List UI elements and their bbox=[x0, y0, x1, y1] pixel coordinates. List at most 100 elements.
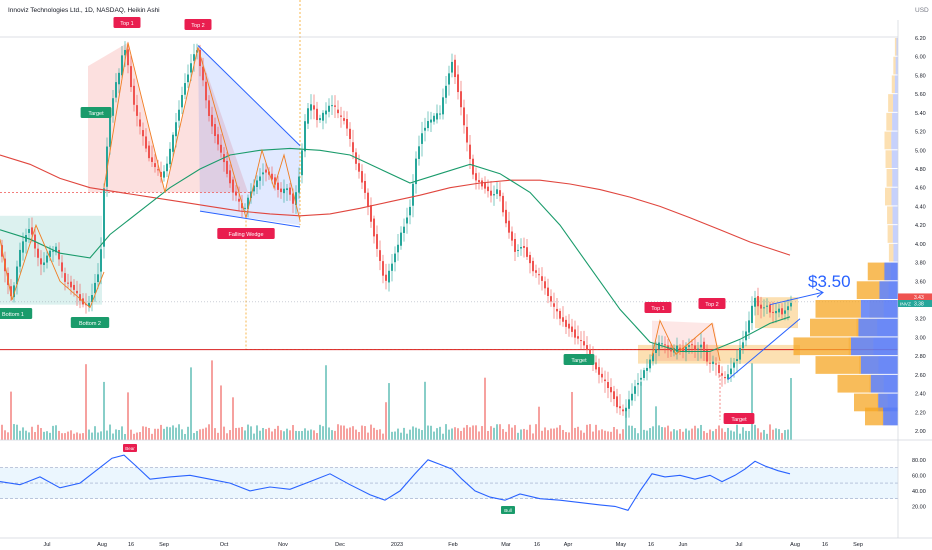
candle-body bbox=[247, 197, 249, 209]
wedge-lower bbox=[199, 210, 301, 228]
volume-bar bbox=[97, 432, 99, 440]
candle-body bbox=[769, 304, 771, 313]
candle-body bbox=[106, 146, 108, 187]
candle-body bbox=[217, 134, 219, 145]
volume-bar bbox=[493, 427, 495, 440]
candle-body bbox=[652, 353, 654, 362]
candle-body bbox=[85, 304, 87, 306]
volume-bar bbox=[151, 433, 153, 440]
candle-body bbox=[439, 113, 441, 115]
volume-bar bbox=[220, 385, 222, 440]
candle-body bbox=[73, 284, 75, 290]
volume-bar bbox=[100, 431, 102, 440]
volume-bar bbox=[715, 428, 717, 440]
candle-body bbox=[133, 85, 135, 105]
candle-body bbox=[472, 158, 474, 175]
price-badge-text: 3.38 bbox=[914, 302, 924, 308]
label-falling-wedge-text: Falling Wedge bbox=[228, 232, 263, 238]
volume-bar bbox=[307, 430, 309, 440]
candle-body bbox=[292, 193, 294, 204]
candle-body bbox=[754, 297, 756, 307]
label-bottom1-text: Bottom 1 bbox=[2, 312, 24, 318]
label-target-left-text: Target bbox=[88, 111, 104, 117]
candle-body bbox=[448, 73, 450, 85]
candle-body bbox=[631, 393, 633, 401]
candle-body bbox=[403, 226, 405, 233]
rsi-bull-label: Bull bbox=[501, 506, 515, 514]
candle-body bbox=[172, 134, 174, 152]
volume-bar bbox=[514, 425, 516, 440]
volume-bar bbox=[598, 430, 600, 440]
candle-body bbox=[778, 308, 780, 313]
candle-body bbox=[721, 373, 723, 376]
candle-body bbox=[616, 396, 618, 408]
time-tick-label: 2023 bbox=[391, 542, 403, 548]
candle-body bbox=[310, 104, 312, 111]
volume-profile-bar bbox=[883, 407, 898, 426]
volume-bar bbox=[601, 429, 603, 440]
candle-body bbox=[790, 302, 792, 307]
high-badge bbox=[898, 293, 932, 301]
label-bottom1-bg bbox=[0, 308, 33, 319]
label-target-right-bg bbox=[723, 413, 755, 424]
candle-body bbox=[397, 244, 399, 253]
candle-body bbox=[784, 310, 786, 314]
volume-bar bbox=[727, 427, 729, 440]
volume-bar bbox=[190, 367, 192, 440]
volume-bar bbox=[694, 425, 696, 440]
volume-profile-bar bbox=[893, 94, 898, 112]
candle-body bbox=[646, 367, 648, 371]
label-top2-text: Top 2 bbox=[191, 23, 204, 29]
candle-body bbox=[244, 207, 246, 209]
volume-bar bbox=[202, 428, 204, 440]
double-top-zone bbox=[88, 42, 248, 193]
volume-bar bbox=[322, 426, 324, 440]
volume-profile-bar bbox=[815, 356, 861, 374]
candle-body bbox=[529, 254, 531, 264]
candle-body bbox=[661, 343, 663, 345]
volume-profile-bar bbox=[885, 150, 892, 168]
candle-body bbox=[532, 260, 534, 272]
time-tick-label: Jun bbox=[679, 542, 688, 548]
candle-body bbox=[589, 349, 591, 357]
candle-body bbox=[211, 114, 213, 127]
candle-body bbox=[526, 247, 528, 257]
candle-body bbox=[457, 74, 459, 93]
chart-title: Innoviz Technologies Ltd., 1D, NASDAQ, H… bbox=[8, 7, 160, 14]
candle-body bbox=[289, 187, 291, 195]
volume-bar bbox=[682, 431, 684, 440]
volume-bar bbox=[325, 365, 327, 440]
candle-body bbox=[109, 116, 111, 147]
moving-average-green bbox=[0, 147, 791, 353]
volume-bar bbox=[160, 424, 162, 440]
candle-body bbox=[520, 247, 522, 249]
candle-body bbox=[418, 146, 420, 159]
candle-body bbox=[691, 344, 693, 346]
volume-profile-bar bbox=[892, 169, 898, 187]
high-badge-text: 3.43 bbox=[914, 295, 924, 301]
volume-bar bbox=[472, 425, 474, 440]
candle-body bbox=[715, 363, 717, 365]
candle-body bbox=[709, 362, 711, 364]
candle-body bbox=[517, 249, 519, 251]
volume-bar bbox=[634, 428, 636, 440]
volume-profile-bar bbox=[891, 187, 898, 206]
volume-bar bbox=[361, 425, 363, 440]
volume-profile-bar bbox=[793, 337, 851, 356]
volume-bar bbox=[616, 429, 618, 440]
callout-arrow-line bbox=[769, 292, 823, 306]
candle-body bbox=[46, 255, 48, 263]
rsi-line bbox=[0, 454, 791, 511]
time-tick-label: Sep bbox=[159, 542, 169, 548]
volume-bar bbox=[529, 424, 531, 440]
price-tick-label: 3.00 bbox=[915, 335, 926, 341]
candle-body bbox=[415, 158, 417, 185]
volume-bar bbox=[223, 426, 225, 440]
rsi-bull-text: Bull bbox=[504, 508, 512, 513]
volume-bar bbox=[553, 428, 555, 440]
volume-bar bbox=[154, 428, 156, 440]
candle-body bbox=[571, 326, 573, 332]
candle-body bbox=[301, 150, 303, 176]
volume-profile-bar bbox=[870, 374, 898, 393]
